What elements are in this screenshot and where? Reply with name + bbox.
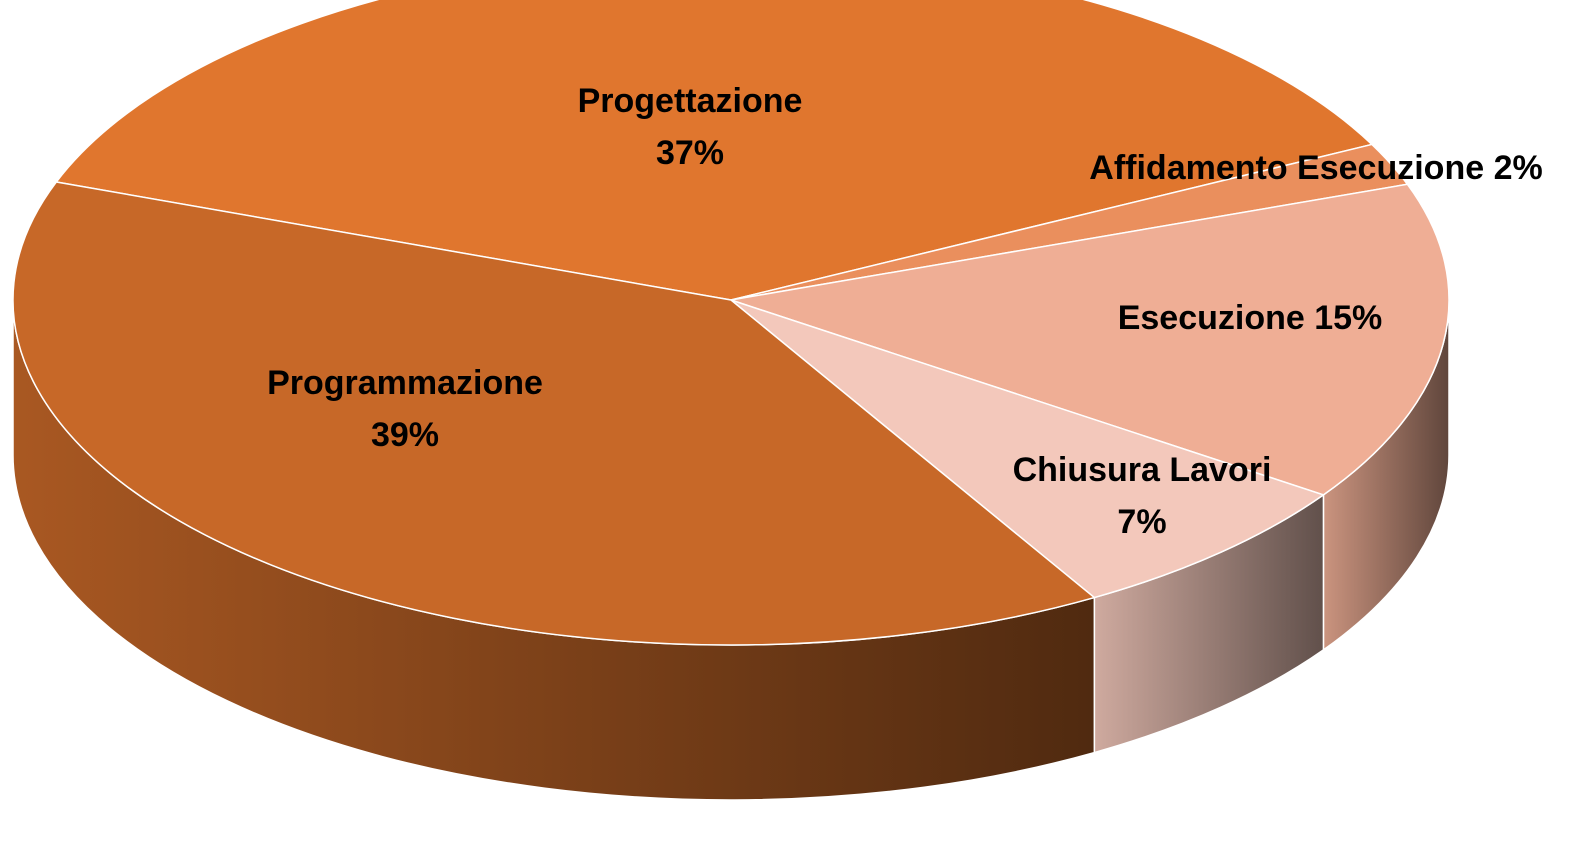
slice-label-value: 39% [371, 416, 439, 454]
slice-label: Programmazione 39% [267, 364, 543, 454]
slice-label-name: Chiusura Lavori [1013, 451, 1272, 489]
slice-label-name: Affidamento Esecuzione [1089, 149, 1484, 187]
slice-label: Esecuzione 15% [1118, 299, 1383, 337]
slice [12, 181, 1096, 646]
slice-label-value: 2% [1494, 149, 1543, 187]
slice [54, 0, 1374, 301]
slice-label-value: 15% [1314, 299, 1382, 337]
slice [730, 183, 1450, 496]
slice [730, 299, 1326, 599]
slice-label-value: 37% [656, 134, 724, 172]
slice-label-name: Programmazione [267, 364, 543, 402]
slice-label: Chiusura Lavori 7% [1013, 451, 1272, 541]
slice-label-value: 7% [1117, 503, 1166, 541]
slice-label-name: Progettazione [578, 82, 803, 120]
slice-label: Affidamento Esecuzione 2% [1089, 149, 1542, 187]
slice-label-name: Esecuzione [1118, 299, 1305, 337]
slice-label: Progettazione 37% [578, 82, 803, 172]
